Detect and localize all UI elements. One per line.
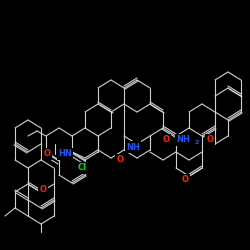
Text: NH: NH <box>176 136 190 144</box>
Text: O: O <box>182 176 188 184</box>
Text: HN: HN <box>58 150 72 158</box>
Text: O: O <box>40 186 46 194</box>
Text: O: O <box>162 136 170 144</box>
Text: Cl: Cl <box>78 164 86 172</box>
Text: 2: 2 <box>195 140 199 145</box>
Text: O: O <box>44 150 51 158</box>
Text: NH: NH <box>126 142 140 152</box>
Text: O: O <box>116 156 123 164</box>
Text: O: O <box>206 136 214 144</box>
